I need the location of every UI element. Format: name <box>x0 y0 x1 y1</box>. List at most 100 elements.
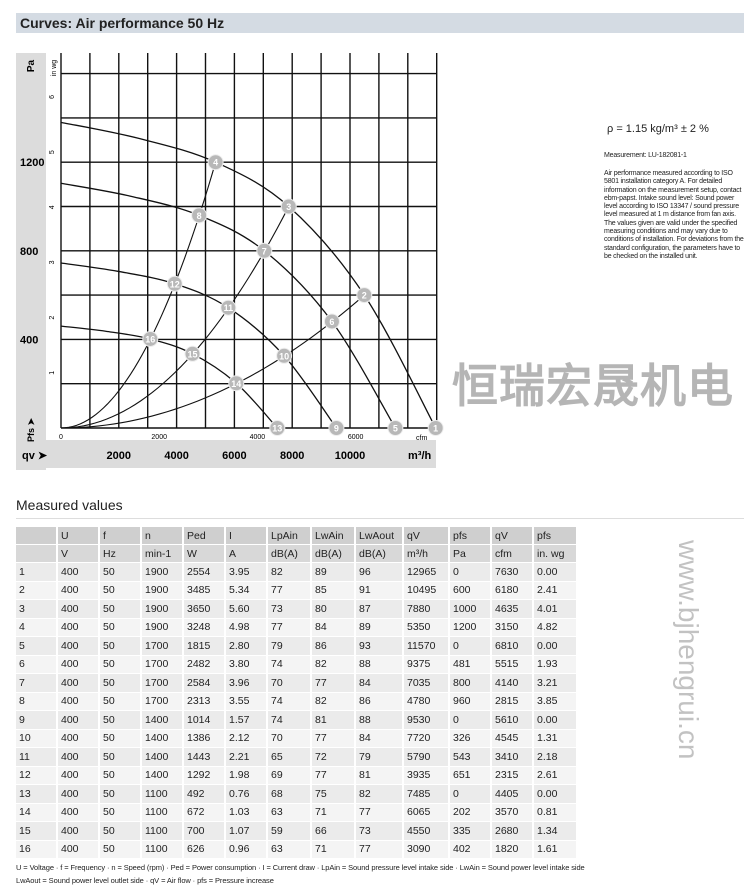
table-cell: 88 <box>356 655 402 673</box>
table-cell: qV <box>404 527 448 544</box>
table-cell: 960 <box>450 692 490 710</box>
fan-curve-1400 <box>60 262 337 429</box>
y-tick-label: 800 <box>20 246 38 258</box>
table-title: Measured values <box>16 497 123 513</box>
table-cell: 2.61 <box>534 766 576 784</box>
table-cell: 10495 <box>404 581 448 599</box>
operating-point-7: 7 <box>256 242 273 259</box>
table-cell: 1400 <box>142 748 182 766</box>
table-cell: 82 <box>268 563 310 581</box>
table-cell <box>16 545 56 562</box>
table-cell: 1.93 <box>534 655 576 673</box>
table-cell: 80 <box>312 600 354 618</box>
table-cell: 50 <box>100 729 140 747</box>
table-cell: 3.95 <box>226 563 266 581</box>
table-cell: 79 <box>356 748 402 766</box>
table-cell: 1700 <box>142 674 182 692</box>
table-cell: 1900 <box>142 600 182 618</box>
table-footnote: U = Voltage · f = Frequency · n = Speed … <box>16 861 746 887</box>
operating-point-4: 4 <box>207 154 224 171</box>
x-axis-label: qv ➤ <box>22 450 48 462</box>
table-cell: 69 <box>268 766 310 784</box>
x-tick-label: 6000 <box>222 450 246 462</box>
table-cell: 16 <box>16 840 56 858</box>
table-cell: V <box>58 545 98 562</box>
measurement-id: Measurement: LU-182081-1 <box>604 152 687 159</box>
table-cell: 4405 <box>492 785 532 803</box>
table-cell: 70 <box>268 729 310 747</box>
fan-curve-1900 <box>60 121 437 429</box>
table-cell: 2680 <box>492 822 532 840</box>
table-cell: cfm <box>492 545 532 562</box>
table-cell: 0.00 <box>534 637 576 655</box>
operating-point-label: 12 <box>170 279 180 289</box>
table-cell: 65 <box>268 748 310 766</box>
table-cell: 7035 <box>404 674 448 692</box>
table-cell: 77 <box>268 581 310 599</box>
table-row: 10 400 50 1400 1386 2.12 70 77 84 7720 326 4545 1.31 <box>16 729 576 747</box>
table-cell: 3090 <box>404 840 448 858</box>
table-cell: 400 <box>58 785 98 803</box>
table-cell: 5.34 <box>226 581 266 599</box>
operating-point-label: 9 <box>334 424 339 434</box>
operating-point-9: 9 <box>328 420 345 436</box>
table-cell: 4635 <box>492 600 532 618</box>
operating-point-5: 5 <box>387 420 404 436</box>
table-cell: 9375 <box>404 655 448 673</box>
table-cell: 1.98 <box>226 766 266 784</box>
operating-point-2: 2 <box>356 287 373 304</box>
table-cell: 6065 <box>404 803 448 821</box>
operating-point-1: 1 <box>427 420 444 436</box>
table-cell: 50 <box>100 766 140 784</box>
operating-point-label: 2 <box>362 291 367 301</box>
table-cell: 4.82 <box>534 618 576 636</box>
table-cell: A <box>226 545 266 562</box>
table-cell: 9530 <box>404 711 448 729</box>
table-cell: qV <box>492 527 532 544</box>
table-cell: 2315 <box>492 766 532 784</box>
table-cell: 81 <box>312 711 354 729</box>
table-cell: 88 <box>356 711 402 729</box>
table-cell: 3.21 <box>534 674 576 692</box>
table-cell: 50 <box>100 674 140 692</box>
table-cell: 12 <box>16 766 56 784</box>
x-unit-label: m³/h <box>408 450 432 462</box>
table-cell: 91 <box>356 581 402 599</box>
table-cell: 7720 <box>404 729 448 747</box>
table-cell: 82 <box>356 785 402 803</box>
table-cell: 2.80 <box>226 637 266 655</box>
y2-tick-label: 6 <box>49 95 56 99</box>
operating-point-label: 4 <box>213 158 218 168</box>
operating-point-marker <box>220 299 237 316</box>
table-cell: 2313 <box>184 692 224 710</box>
system-curve <box>60 206 290 429</box>
table-cell: 0 <box>450 563 490 581</box>
table-cell: 68 <box>268 785 310 803</box>
operating-point-10: 10 <box>276 347 293 364</box>
table-cell: 1900 <box>142 618 182 636</box>
table-cell: 3150 <box>492 618 532 636</box>
table-cell: 50 <box>100 840 140 858</box>
operating-point-marker <box>191 207 208 224</box>
table-cell: 1400 <box>142 711 182 729</box>
table-row: 11 400 50 1400 1443 2.21 65 72 79 5790 543 3410 2.18 <box>16 748 576 766</box>
table-cell: 11 <box>16 748 56 766</box>
table-cell: 543 <box>450 748 490 766</box>
fan-curve-1700 <box>60 182 396 429</box>
table-row: 8 400 50 1700 2313 3.55 74 82 86 4780 960 2815 3.85 <box>16 692 576 710</box>
operating-point-marker <box>328 420 345 436</box>
table-cell: 4.98 <box>226 618 266 636</box>
table-cell: 2.18 <box>534 748 576 766</box>
table-row: 6 400 50 1700 2482 3.80 74 82 88 9375 481 5515 1.93 <box>16 655 576 673</box>
x2-tick-label: 4000 <box>250 434 266 441</box>
table-cell: LwAout <box>356 527 402 544</box>
table-cell: 50 <box>100 563 140 581</box>
table-cell: 86 <box>312 637 354 655</box>
operating-point-11: 11 <box>220 299 237 316</box>
table-cell: 2.41 <box>534 581 576 599</box>
table-cell: 0.81 <box>534 803 576 821</box>
table-cell: 400 <box>58 563 98 581</box>
pfs-label: Pfs ➤ <box>26 418 36 443</box>
system-curve <box>60 294 365 429</box>
